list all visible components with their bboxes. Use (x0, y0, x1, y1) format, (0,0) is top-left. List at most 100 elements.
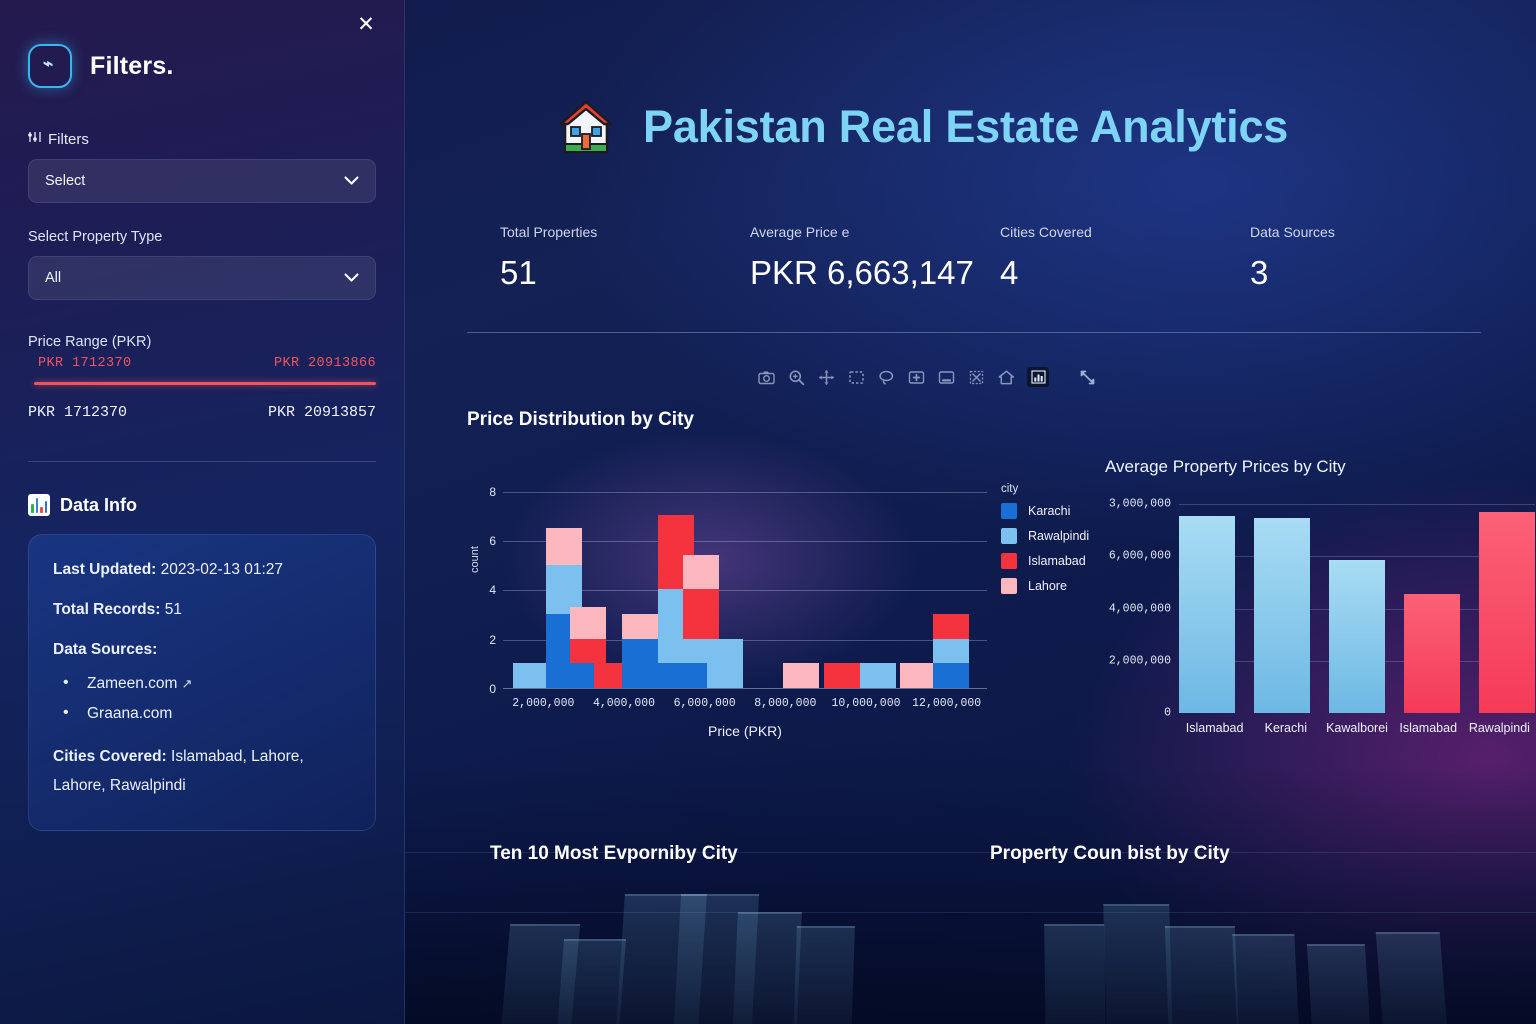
histogram-segment (545, 564, 582, 614)
histogram-bar-stack[interactable] (706, 638, 743, 688)
legend-label: Islamabad (1028, 554, 1086, 568)
histogram-bar-stack[interactable] (513, 663, 550, 688)
metrics-row: Total Properties 51 Average Price e PKR … (500, 224, 1500, 292)
x-axis-tick: 12,000,000 (912, 697, 982, 710)
data-info-header: Data Info (28, 494, 376, 516)
slider-value-min: PKR 1712370 (38, 356, 132, 371)
city-select[interactable]: Select (28, 159, 376, 203)
x-axis-tick: 10,000,000 (831, 697, 901, 710)
histogram-segment (823, 663, 860, 688)
list-item[interactable]: Zameen.com↗ (53, 674, 351, 693)
filter-logo-icon: ⌁ (28, 44, 72, 88)
legend-item[interactable]: Karachi (1001, 503, 1089, 519)
data-sources-list: Zameen.com↗ Graana.com (53, 674, 351, 723)
main-content: Pakistan Real Estate Analytics Total Pro… (405, 0, 1536, 1024)
total-records-value: 51 (164, 601, 182, 618)
histogram-segment (682, 589, 719, 639)
filters-sidebar: ⌁ Filters. ✕ Filters Select Select Prope… (0, 0, 405, 1024)
filters-section-label: Filters (48, 130, 89, 148)
toggle-spikelines-icon[interactable] (1027, 367, 1049, 387)
histogram-bar-stack[interactable] (622, 614, 659, 688)
average-prices-bar-chart[interactable]: 3,000,000 6,000,000 4,000,000 2,000,000 0 Is… (1105, 491, 1535, 751)
legend-swatch (1001, 503, 1017, 519)
expand-icon[interactable] (1078, 368, 1097, 387)
zoom-in-icon[interactable] (907, 368, 926, 387)
lasso-select-icon[interactable] (877, 368, 896, 387)
y-axis-tick: 4,000,000 (1108, 602, 1171, 616)
legend-item[interactable]: Lahore (1001, 578, 1089, 594)
price-range-slider[interactable]: PKR 1712370 PKR 20913866 (28, 356, 376, 390)
legend-label: Karachi (1028, 504, 1071, 518)
bar-column[interactable] (1479, 511, 1535, 713)
bar-chart-plot-area: 3,000,000 6,000,000 4,000,000 2,000,000 0 (1109, 491, 1535, 720)
zoom-icon[interactable] (787, 368, 806, 387)
histogram-segment (622, 638, 659, 688)
property-type-select[interactable]: All (28, 256, 376, 300)
legend-swatch (1001, 578, 1017, 594)
legend-label: Rawalpindi (1028, 529, 1090, 543)
histogram-segment (932, 614, 969, 639)
metric-card: Data Sources 3 (1250, 224, 1500, 292)
histogram-x-axis-label: Price (PKR) (708, 723, 782, 739)
sidebar-divider (28, 461, 376, 462)
data-info-card: Last Updated: 2023-02-13 01:27 Total Rec… (28, 534, 376, 832)
bar-column[interactable] (1404, 594, 1460, 713)
price-range-filter: Price Range (PKR) PKR 1712370 PKR 209138… (28, 334, 376, 421)
metric-label: Cities Covered (1000, 224, 1092, 240)
legend-swatch (1001, 553, 1017, 569)
metric-card: Total Properties 51 (500, 224, 750, 292)
histogram-bar-stack[interactable] (682, 554, 719, 688)
gridline (503, 491, 987, 493)
legend-swatch (1001, 528, 1017, 544)
camera-icon[interactable] (757, 368, 776, 387)
pan-icon[interactable] (817, 368, 836, 387)
gridline (1179, 504, 1535, 506)
histogram-segment (706, 638, 743, 688)
histogram-segment (900, 663, 937, 688)
metric-value: 51 (500, 254, 537, 291)
price-distribution-histogram[interactable]: count 0 2 4 6 8 Price (PKR) 2,000,000 4,000,0… (467, 467, 987, 739)
x-axis-tick: Islamabad (1399, 721, 1458, 735)
y-axis-tick: 2 (489, 632, 496, 647)
gridline (503, 639, 987, 641)
x-axis-tick: 8,000,000 (754, 697, 817, 710)
histogram-plot-area: 0 2 4 6 8 (489, 467, 987, 696)
bar-column[interactable] (1254, 518, 1310, 713)
bar-column[interactable] (1329, 560, 1385, 713)
y-axis-tick: 4 (489, 583, 496, 598)
histogram-bar-stack[interactable] (932, 614, 969, 688)
cities-covered-label: Cities Covered: (53, 748, 167, 765)
list-item[interactable]: Graana.com (53, 704, 351, 723)
chevron-down-icon (344, 174, 359, 188)
legend-item[interactable]: Islamabad (1001, 553, 1089, 569)
data-source-name: Zameen.com (87, 675, 178, 692)
histogram-bar-stack[interactable] (900, 663, 937, 688)
slider-bound-max: PKR 20913857 (267, 404, 376, 421)
autoscale-icon[interactable] (967, 368, 986, 387)
histogram-bar-stack[interactable] (783, 663, 820, 688)
bar-column[interactable] (1179, 515, 1235, 713)
property-type-label: Select Property Type (28, 229, 163, 245)
histogram-segment (932, 638, 969, 664)
histogram-bar-stack[interactable] (860, 663, 897, 688)
metric-value: PKR 6,663,147 (750, 254, 974, 291)
reset-home-icon[interactable] (997, 368, 1016, 387)
metric-label: Average Price e (750, 224, 850, 240)
close-icon[interactable]: ✕ (357, 12, 375, 36)
histogram-segment (569, 638, 606, 664)
last-updated-value: 2023-02-13 01:27 (160, 561, 284, 578)
last-updated-label: Last Updated: (53, 561, 157, 578)
legend-item[interactable]: Rawalpindi (1001, 528, 1089, 544)
top-expensive-section-title: Ten 10 Most Evporniby City (490, 843, 738, 864)
slider-bound-min: PKR 1712370 (28, 404, 128, 421)
slider-track[interactable] (34, 382, 376, 385)
metric-label: Data Sources (1250, 224, 1335, 240)
histogram-chart-title: Price Distribution by City (467, 409, 694, 430)
x-axis-tick: Rawalpindi (1468, 721, 1530, 735)
histogram-bar-stack[interactable] (823, 663, 860, 688)
slider-bounds: PKR 1712370 PKR 20913857 (28, 404, 376, 421)
zoom-out-icon[interactable] (937, 368, 956, 387)
metric-value: 3 (1250, 254, 1269, 291)
box-select-icon[interactable] (847, 368, 866, 387)
y-axis-tick: 6,000,000 (1108, 549, 1171, 563)
